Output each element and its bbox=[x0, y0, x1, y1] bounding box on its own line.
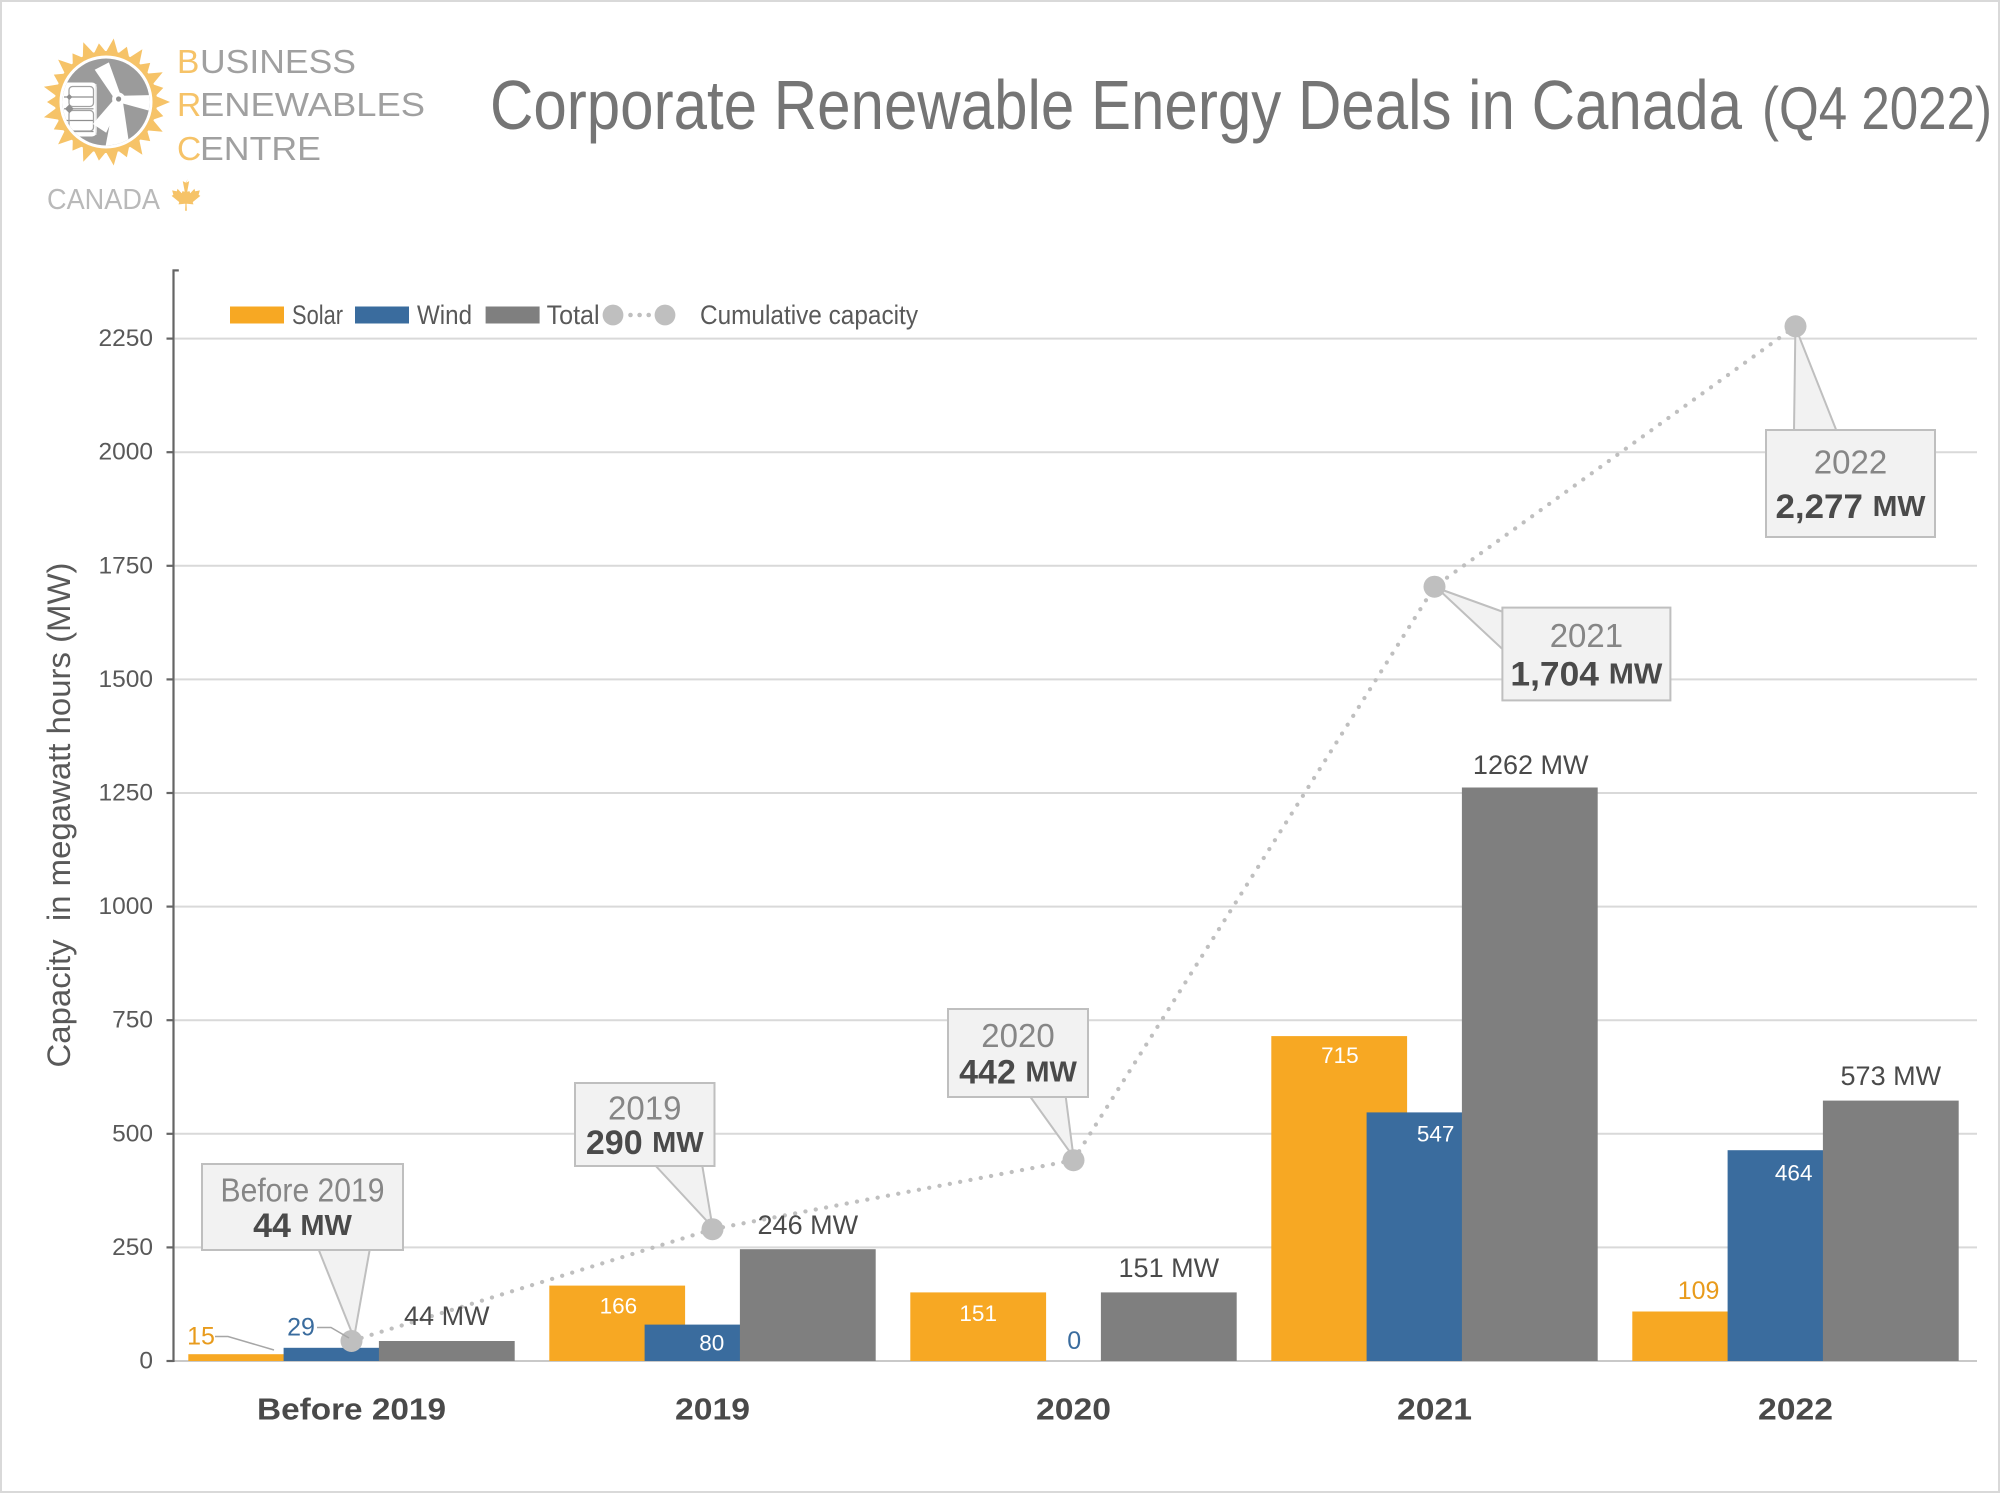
svg-text:Total: Total bbox=[547, 300, 600, 330]
svg-text:C: C bbox=[177, 131, 201, 168]
svg-text:2021: 2021 bbox=[1397, 1392, 1472, 1427]
svg-text:250: 250 bbox=[112, 1234, 153, 1261]
svg-text:2022: 2022 bbox=[1758, 1392, 1833, 1427]
svg-text:2020: 2020 bbox=[981, 1017, 1054, 1054]
svg-text:2250: 2250 bbox=[98, 325, 153, 352]
svg-text:B: B bbox=[177, 44, 199, 81]
svg-text:1250: 1250 bbox=[98, 780, 153, 807]
svg-text:Wind: Wind bbox=[417, 300, 472, 330]
svg-text:166: 166 bbox=[600, 1294, 638, 1319]
svg-text:Solar: Solar bbox=[292, 300, 343, 330]
svg-text:750: 750 bbox=[112, 1007, 153, 1034]
svg-text:Capacity in megawatt hours (M: Capacity in megawatt hours (MW) bbox=[41, 563, 77, 1068]
svg-text:Before 2019: Before 2019 bbox=[221, 1171, 385, 1208]
svg-text:1000: 1000 bbox=[98, 893, 153, 920]
svg-text:(Q4 2022): (Q4 2022) bbox=[1762, 75, 1992, 142]
svg-text:442 MW: 442 MW bbox=[959, 1053, 1077, 1091]
svg-text:0: 0 bbox=[1067, 1327, 1081, 1355]
svg-text:Before 2019: Before 2019 bbox=[257, 1392, 446, 1427]
svg-text:44 MW: 44 MW bbox=[404, 1301, 490, 1331]
svg-text:CANADA: CANADA bbox=[47, 184, 161, 216]
svg-text:1262 MW: 1262 MW bbox=[1473, 750, 1589, 780]
svg-text:2019: 2019 bbox=[608, 1089, 681, 1126]
svg-text:246 MW: 246 MW bbox=[758, 1210, 859, 1240]
svg-text:2021: 2021 bbox=[1550, 617, 1623, 654]
svg-text:2022: 2022 bbox=[1814, 444, 1887, 481]
svg-text:ENEWABLES: ENEWABLES bbox=[200, 87, 425, 124]
svg-text:1750: 1750 bbox=[98, 552, 153, 579]
svg-text:2019: 2019 bbox=[675, 1392, 750, 1427]
svg-text:44 MW: 44 MW bbox=[253, 1207, 352, 1245]
svg-text:464: 464 bbox=[1775, 1161, 1813, 1186]
svg-text:2000: 2000 bbox=[98, 439, 153, 466]
svg-text:2,277 MW: 2,277 MW bbox=[1776, 488, 1927, 526]
svg-text:500: 500 bbox=[112, 1120, 153, 1147]
svg-text:USINESS: USINESS bbox=[200, 44, 356, 81]
svg-text:29: 29 bbox=[287, 1314, 315, 1342]
svg-text:573 MW: 573 MW bbox=[1841, 1061, 1942, 1091]
svg-text:290 MW: 290 MW bbox=[586, 1124, 704, 1162]
svg-text:1500: 1500 bbox=[98, 666, 153, 693]
svg-text:R: R bbox=[177, 87, 201, 124]
svg-text:ENTRE: ENTRE bbox=[200, 131, 321, 168]
svg-text:109: 109 bbox=[1678, 1277, 1720, 1305]
svg-text:715: 715 bbox=[1321, 1043, 1359, 1068]
svg-text:Corporate Renewable Energy Dea: Corporate Renewable Energy Deals in Cana… bbox=[490, 66, 1742, 144]
svg-text:Cumulative capacity: Cumulative capacity bbox=[700, 300, 918, 330]
svg-text:1,704 MW: 1,704 MW bbox=[1510, 655, 1663, 693]
svg-text:2020: 2020 bbox=[1036, 1392, 1111, 1427]
svg-text:151 MW: 151 MW bbox=[1119, 1253, 1220, 1283]
svg-text:15: 15 bbox=[187, 1323, 215, 1351]
svg-text:547: 547 bbox=[1417, 1122, 1455, 1147]
svg-text:80: 80 bbox=[699, 1331, 724, 1356]
svg-text:0: 0 bbox=[139, 1348, 153, 1375]
svg-text:151: 151 bbox=[959, 1301, 997, 1326]
